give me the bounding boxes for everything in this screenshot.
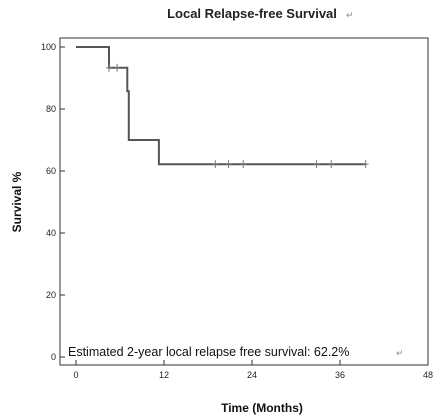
- annotation-return-glyph: ↵: [396, 349, 404, 359]
- x-axis-label: Time (Months): [221, 401, 303, 415]
- y-tick-label: 40: [46, 228, 56, 238]
- y-tick-label: 60: [46, 166, 56, 176]
- plot-frame: [59, 37, 429, 366]
- y-tick-label: 0: [51, 352, 56, 362]
- x-tick-label: 48: [423, 370, 433, 380]
- survival-step-line: [76, 46, 366, 166]
- censor-marks: [106, 63, 369, 169]
- title-return-glyph: ↵: [346, 11, 354, 21]
- chart-title: Local Relapse-free Survival: [167, 6, 337, 21]
- x-tick-label: 0: [73, 370, 78, 380]
- y-tick-label: 100: [41, 42, 56, 52]
- x-tick-label: 36: [335, 370, 345, 380]
- axis-ticks: 0 20 40 60 80 100 0 12 24 36 48: [41, 42, 433, 380]
- axes: [59, 37, 429, 366]
- survival-annotation: Estimated 2-year local relapse free surv…: [68, 345, 349, 359]
- y-axis-label: Survival %: [10, 171, 24, 232]
- survival-curve: [76, 46, 366, 166]
- x-tick-label: 24: [247, 370, 257, 380]
- x-tick-label: 12: [159, 370, 169, 380]
- y-tick-label: 20: [46, 290, 56, 300]
- y-tick-label: 80: [46, 104, 56, 114]
